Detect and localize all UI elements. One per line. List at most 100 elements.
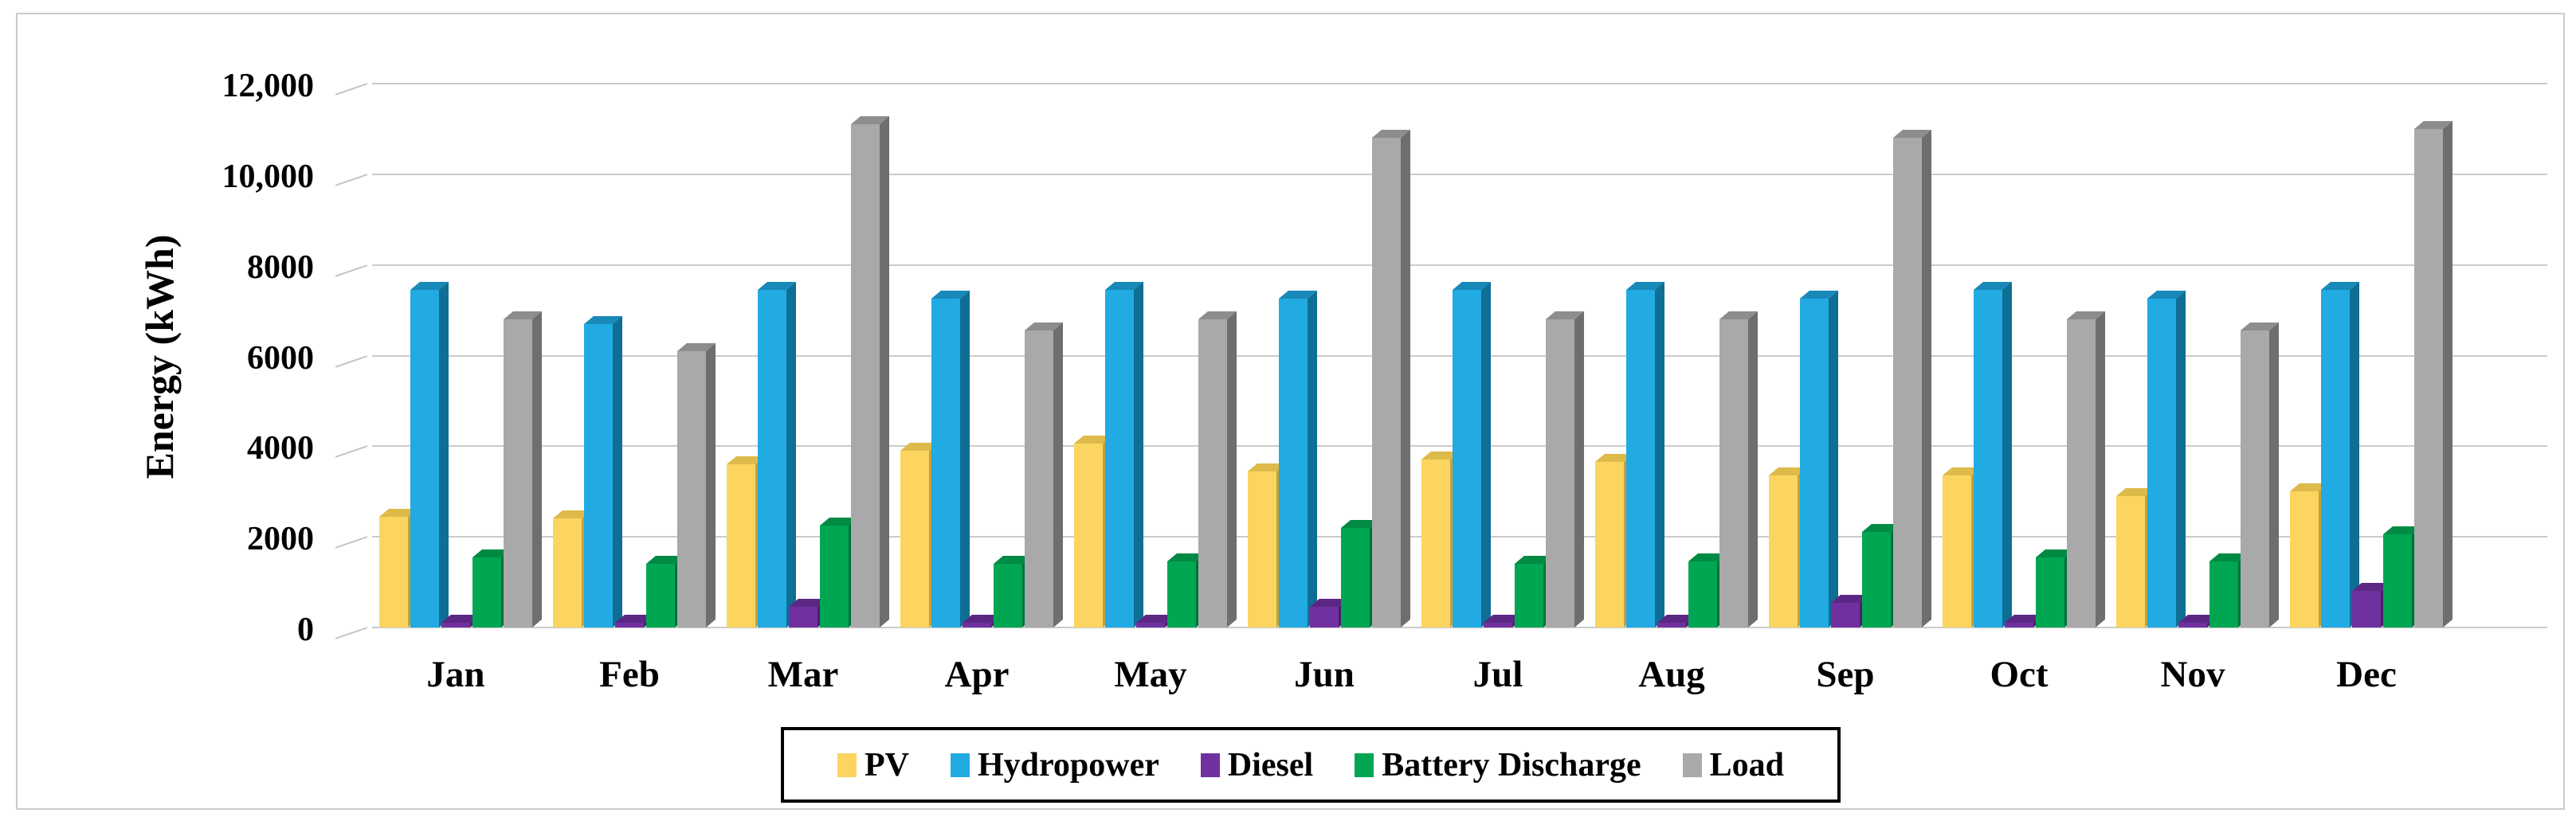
bar-load-oct-side <box>2096 311 2105 627</box>
bar-battery-discharge-nov <box>2209 561 2238 627</box>
y-tick-label-6000: 6000 <box>247 339 314 377</box>
bar-load-jan-side <box>532 311 542 627</box>
legend-swatch-diesel <box>1200 753 1220 777</box>
bar-load-jun <box>1372 138 1401 627</box>
bar-diesel-may <box>1136 623 1165 627</box>
bar-pv-jun <box>1248 471 1276 627</box>
bar-hydropower-jun-side <box>1308 290 1317 627</box>
month-label-sep: Sep <box>1816 654 1875 695</box>
legend: PV Hydropower Diesel Battery Discharge Load <box>781 727 1841 803</box>
bar-diesel-jun <box>1310 607 1339 627</box>
bar-load-sep <box>1893 138 1922 627</box>
bar-diesel-nov <box>2178 623 2207 627</box>
legend-item-diesel: Diesel <box>1200 746 1313 784</box>
month-label-nov: Nov <box>2160 654 2225 695</box>
bar-battery-discharge-aug <box>1688 561 1717 627</box>
bar-hydropower-jan <box>410 290 439 627</box>
legend-label-battery-discharge: Battery Discharge <box>1382 746 1641 784</box>
month-label-jan: Jan <box>426 654 485 695</box>
month-label-jun: Jun <box>1294 654 1355 695</box>
legend-item-load: Load <box>1682 746 1784 784</box>
bar-hydropower-apr-side <box>960 290 970 627</box>
bar-diesel-feb <box>615 623 644 627</box>
axis-tick-12000 <box>335 83 368 96</box>
gridline-10000 <box>372 173 2547 175</box>
bar-hydropower-sep <box>1800 299 1829 627</box>
bar-load-sep-side <box>1922 129 1931 628</box>
bar-load-feb <box>677 351 706 627</box>
bar-load-oct <box>2067 319 2096 627</box>
bar-load-dec-side <box>2443 120 2452 628</box>
bar-load-nov-side <box>2269 322 2279 627</box>
bar-load-dec <box>2414 129 2443 627</box>
bar-load-apr <box>1025 330 1053 627</box>
month-label-oct: Oct <box>1990 654 2049 695</box>
bar-load-nov <box>2241 330 2269 627</box>
bar-hydropower-sep-side <box>1829 290 1838 627</box>
bar-load-may-side <box>1227 311 1237 627</box>
bar-hydropower-aug <box>1626 290 1655 627</box>
bar-diesel-apr <box>963 623 991 627</box>
bar-hydropower-may-side <box>1134 281 1143 627</box>
bar-hydropower-mar-side <box>786 281 796 627</box>
axis-tick-8000 <box>335 264 368 277</box>
month-label-feb: Feb <box>599 654 660 695</box>
bar-pv-jan <box>379 517 408 627</box>
bar-hydropower-dec-side <box>2350 281 2359 627</box>
axis-tick-2000 <box>335 536 368 549</box>
bar-battery-discharge-may <box>1167 561 1196 627</box>
plot-area: 0 2000 4000 6000 8000 10,000 12,000 Jan Feb Mar Ap… <box>18 14 2563 808</box>
bar-hydropower-feb-side <box>613 315 622 627</box>
bar-battery-discharge-jul <box>1515 564 1543 627</box>
bar-load-mar <box>851 124 880 627</box>
month-label-dec: Dec <box>2336 654 2397 695</box>
bar-battery-discharge-dec <box>2383 534 2412 627</box>
bar-battery-discharge-feb <box>646 564 675 627</box>
bar-battery-discharge-jan <box>472 557 501 627</box>
month-label-jul: Jul <box>1472 654 1523 695</box>
bar-load-jul-side <box>1574 311 1584 627</box>
bar-hydropower-nov <box>2147 299 2176 627</box>
bar-diesel-oct <box>2005 623 2033 627</box>
axis-tick-4000 <box>335 445 368 459</box>
legend-label-hydropower: Hydropower <box>978 746 1159 784</box>
bar-hydropower-nov-side <box>2176 290 2186 627</box>
legend-swatch-hydropower <box>951 753 970 777</box>
bar-pv-may <box>1074 444 1103 627</box>
bar-load-jun-side <box>1401 129 1410 628</box>
bar-diesel-mar <box>789 607 817 627</box>
legend-item-battery-discharge: Battery Discharge <box>1355 746 1641 784</box>
month-label-mar: Mar <box>767 654 839 695</box>
legend-label-pv: PV <box>865 746 910 784</box>
bar-load-mar-side <box>880 115 889 628</box>
gridline-8000 <box>372 264 2547 266</box>
legend-swatch-pv <box>837 753 857 777</box>
bar-hydropower-oct-side <box>2002 281 2012 627</box>
y-tick-label-4000: 4000 <box>247 430 314 467</box>
bar-pv-dec <box>2290 491 2319 627</box>
legend-item-pv: PV <box>837 746 909 784</box>
legend-label-load: Load <box>1709 746 1784 784</box>
bar-hydropower-mar <box>758 290 786 627</box>
bar-pv-sep <box>1769 475 1798 627</box>
gridline-12000 <box>372 83 2547 84</box>
bar-hydropower-feb <box>584 324 613 627</box>
y-tick-label-0: 0 <box>297 612 314 648</box>
bar-pv-aug <box>1595 462 1624 627</box>
bar-battery-discharge-apr <box>994 564 1022 627</box>
bar-battery-discharge-mar <box>820 526 849 627</box>
bar-diesel-jan <box>441 623 470 627</box>
legend-swatch-battery-discharge <box>1355 753 1374 777</box>
bar-load-jan <box>504 319 532 627</box>
bar-hydropower-jan-side <box>439 281 449 627</box>
bar-pv-feb <box>553 518 582 627</box>
month-label-may: May <box>1114 654 1187 695</box>
y-tick-label-8000: 8000 <box>247 248 314 286</box>
y-tick-label-2000: 2000 <box>247 521 314 558</box>
bar-diesel-sep <box>1831 603 1860 627</box>
axis-tick-0 <box>335 627 368 639</box>
bar-load-apr-side <box>1053 322 1063 627</box>
bar-battery-discharge-jun <box>1341 528 1370 627</box>
bar-load-feb-side <box>706 342 716 627</box>
bar-load-jul <box>1546 319 1574 627</box>
